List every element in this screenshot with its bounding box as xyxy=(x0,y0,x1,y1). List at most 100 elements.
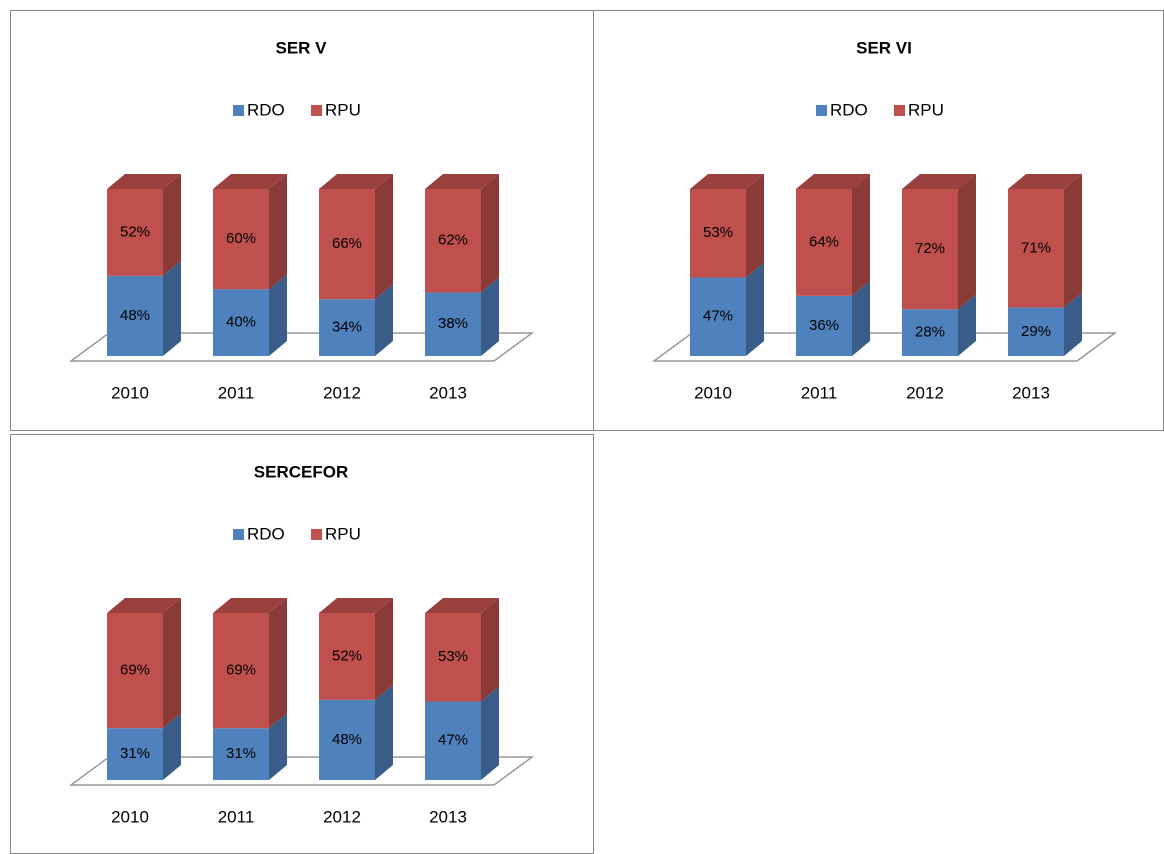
data-label: 69% xyxy=(120,662,150,679)
bar-segment xyxy=(107,613,163,729)
x-tick-label: 2011 xyxy=(801,383,838,402)
bar-segment xyxy=(1008,307,1064,356)
bar-side xyxy=(958,174,976,310)
data-label: 38% xyxy=(438,315,468,332)
bar-top xyxy=(425,174,499,189)
bar-segment xyxy=(213,189,269,290)
chart-cell: SER V RDO RPU 48% 52% 2010 40% 60% 2011 34% 66% 201… xyxy=(10,10,594,431)
bar-side xyxy=(375,684,393,780)
bar-side xyxy=(375,598,393,700)
legend-swatch xyxy=(311,529,322,540)
bar-top xyxy=(425,598,499,613)
bar-top xyxy=(690,174,764,189)
x-tick-label: 2010 xyxy=(694,383,732,402)
bar-side xyxy=(481,277,499,356)
bar-top xyxy=(107,174,181,189)
data-label: 66% xyxy=(332,235,362,252)
x-tick-label: 2012 xyxy=(323,807,361,826)
data-label: 53% xyxy=(703,224,733,241)
bar-top xyxy=(902,174,976,189)
bar-segment xyxy=(690,189,746,278)
bar-segment xyxy=(902,189,958,310)
bar-segment xyxy=(213,289,269,356)
chart: SER V RDO RPU 48% 52% 2010 40% 60% 2011 34% 66% 201… xyxy=(68,38,535,402)
bar-side xyxy=(269,274,287,356)
bar-side xyxy=(269,713,287,780)
bar-segment xyxy=(690,277,746,356)
legend-swatch xyxy=(816,105,827,116)
bar-top xyxy=(213,598,287,613)
bar-side xyxy=(163,713,181,780)
bar-segment xyxy=(319,299,375,356)
bar-segment xyxy=(796,189,852,296)
data-label: 28% xyxy=(915,324,945,341)
bar-top xyxy=(319,174,393,189)
data-label: 48% xyxy=(120,307,150,324)
bar-segment xyxy=(1008,189,1064,308)
x-tick-label: 2011 xyxy=(218,807,255,826)
legend-label: RDO xyxy=(830,100,868,119)
bar-side xyxy=(163,260,181,356)
x-tick-label: 2011 xyxy=(218,383,255,402)
floor xyxy=(68,332,535,362)
legend-label: RDO xyxy=(247,100,285,119)
x-tick-label: 2013 xyxy=(429,383,467,402)
x-tick-label: 2013 xyxy=(1012,383,1050,402)
bar-side xyxy=(852,280,870,356)
legend-label: RPU xyxy=(325,100,361,119)
data-label: 48% xyxy=(332,731,362,748)
data-label: 47% xyxy=(703,308,733,325)
chart-title: SER VI xyxy=(856,38,912,57)
bar-segment xyxy=(425,613,481,702)
data-label: 71% xyxy=(1021,239,1051,256)
data-label: 62% xyxy=(438,232,468,249)
bar-side xyxy=(746,262,764,356)
x-tick-label: 2012 xyxy=(323,383,361,402)
bar-side xyxy=(481,174,499,293)
bar-side xyxy=(958,294,976,356)
bar-side xyxy=(481,598,499,702)
data-label: 47% xyxy=(438,732,468,749)
bar-segment xyxy=(107,189,163,276)
bar-top xyxy=(213,174,287,189)
bar-side xyxy=(269,598,287,729)
bar-segment xyxy=(425,701,481,780)
chart-cell: SER VI RDO RPU 47% 53% 2010 36% 64% 2011 28% 72% 20… xyxy=(593,10,1164,431)
data-label: 60% xyxy=(226,230,256,247)
legend-swatch xyxy=(233,105,244,116)
legend-label: RPU xyxy=(908,100,944,119)
data-label: 31% xyxy=(120,745,150,762)
bar-side xyxy=(269,174,287,290)
bar-side xyxy=(852,174,870,296)
x-tick-label: 2012 xyxy=(906,383,944,402)
bar-segment xyxy=(107,728,163,780)
bar-segment xyxy=(902,309,958,356)
chart-cell: SERCEFOR RDO RPU 31% 69% 2010 31% 69% 2011 48% 52%… xyxy=(10,434,594,854)
bar-segment xyxy=(425,189,481,293)
bar-segment xyxy=(319,189,375,300)
bar-segment xyxy=(107,275,163,356)
bar-top xyxy=(1008,174,1082,189)
data-label: 52% xyxy=(120,223,150,240)
chart: SERCEFOR RDO RPU 31% 69% 2010 31% 69% 2011 48% 52%… xyxy=(68,462,535,826)
bar-side xyxy=(1064,292,1082,356)
legend-swatch xyxy=(233,529,244,540)
bar-side xyxy=(163,598,181,729)
bar-side xyxy=(481,686,499,780)
bar-side xyxy=(375,174,393,300)
data-label: 36% xyxy=(809,317,839,334)
x-tick-label: 2010 xyxy=(111,807,149,826)
bar-side xyxy=(163,174,181,276)
data-label: 29% xyxy=(1021,323,1051,340)
bar-segment xyxy=(319,613,375,700)
bar-top xyxy=(796,174,870,189)
data-label: 40% xyxy=(226,314,256,331)
x-tick-label: 2010 xyxy=(111,383,149,402)
legend-swatch xyxy=(894,105,905,116)
data-label: 34% xyxy=(332,319,362,336)
legend-swatch xyxy=(311,105,322,116)
bar-top xyxy=(107,598,181,613)
chart-title: SERCEFOR xyxy=(254,462,348,481)
legend-label: RDO xyxy=(247,524,285,543)
